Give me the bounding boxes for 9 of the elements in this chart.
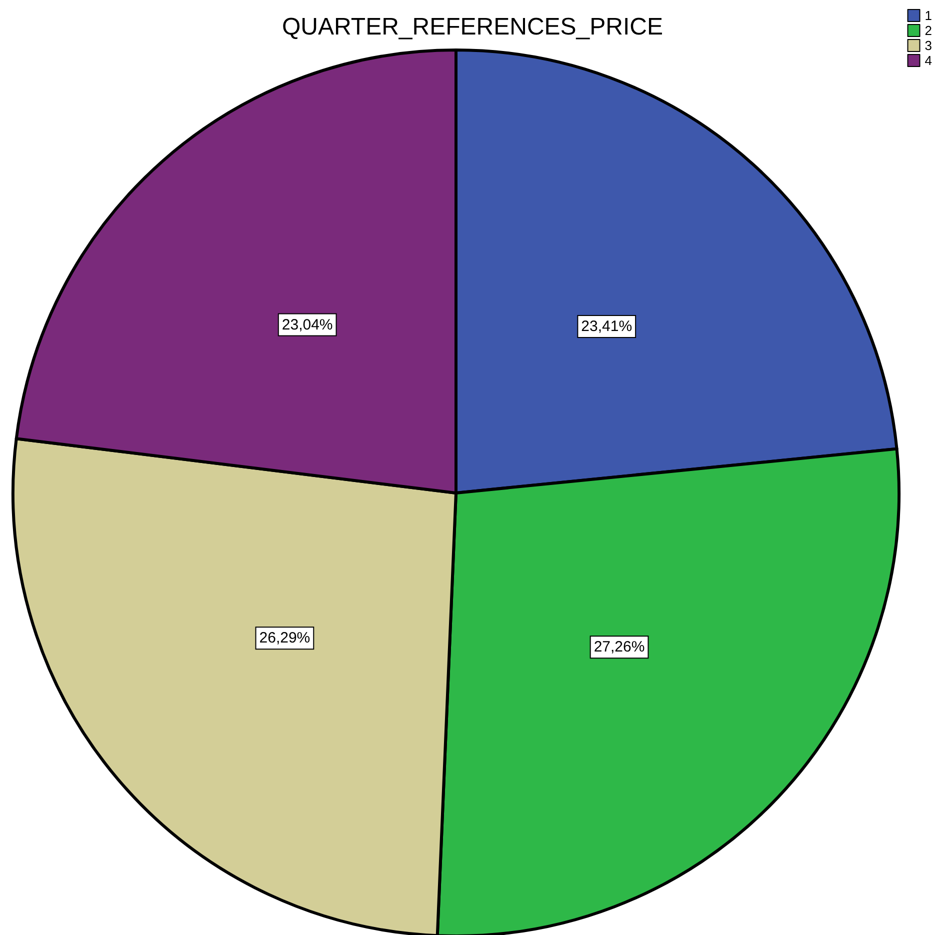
data-label: 26,29%: [259, 630, 310, 647]
legend-label: 4: [924, 53, 932, 68]
chart-title: QUARTER_REFERENCES_PRICE: [282, 14, 663, 40]
data-label: 27,26%: [594, 638, 645, 656]
legend-label: 2: [924, 23, 932, 38]
data-label: 23,41%: [581, 318, 632, 336]
legend-label: 3: [924, 38, 932, 53]
data-label: 23,04%: [282, 316, 333, 334]
legend-label: 1: [924, 8, 932, 23]
